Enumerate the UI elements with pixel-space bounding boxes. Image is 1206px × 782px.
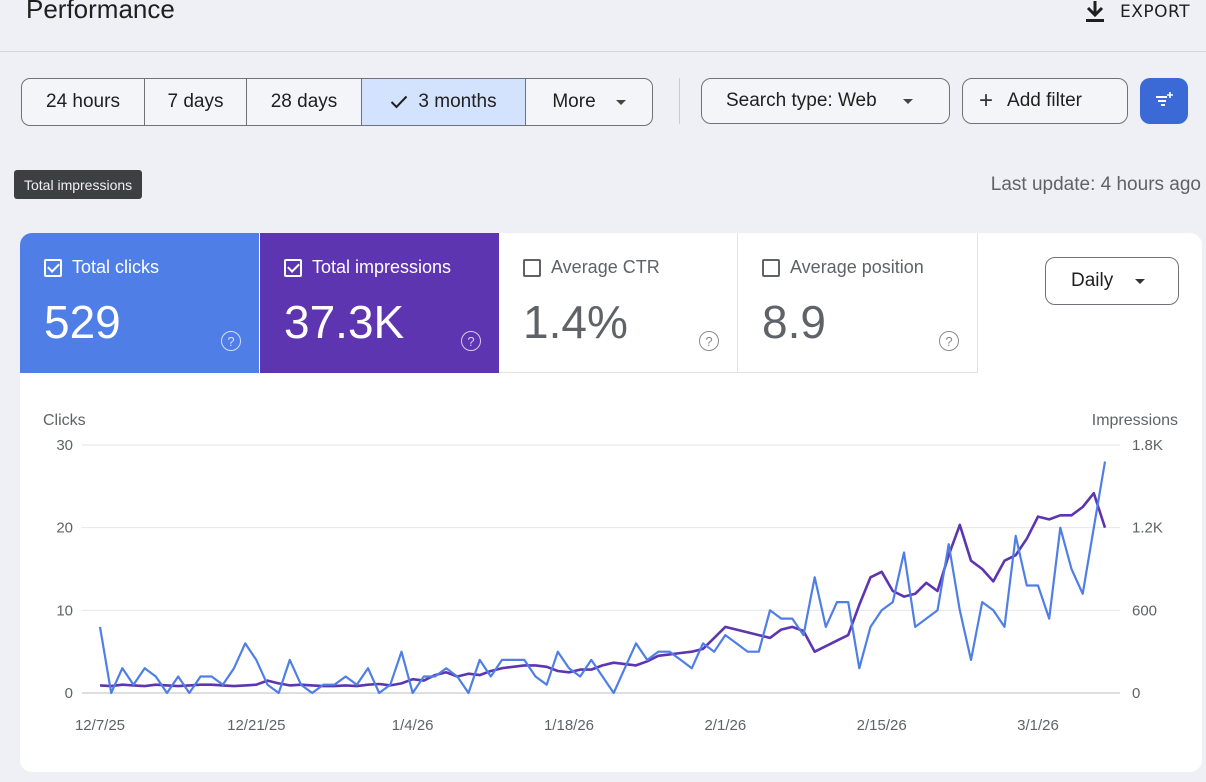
range-more-dropdown[interactable]: More <box>526 79 652 125</box>
metric-value: 8.9 <box>762 296 826 348</box>
granularity-dropdown[interactable]: Daily <box>1045 257 1179 305</box>
y-axis-title: Clicks <box>43 412 86 429</box>
search-type-dropdown[interactable]: Search type: Web <box>701 78 950 124</box>
date-range-selector: 24 hours 7 days 28 days 3 months More <box>21 78 653 126</box>
y-tick-label: 20 <box>56 520 73 537</box>
series-line-clicks <box>98 461 1107 695</box>
checkmark-icon <box>391 95 408 109</box>
x-tick-label: 12/21/25 <box>227 717 285 734</box>
page-title: Performance <box>26 0 175 24</box>
y-tick-label: 30 <box>56 437 73 454</box>
range-label: 24 hours <box>46 91 120 112</box>
metric-label: Total clicks <box>72 257 160 277</box>
checkbox-checked-icon[interactable] <box>284 258 302 277</box>
metric-value: 529 <box>44 296 121 348</box>
metric-average-ctr[interactable]: Average CTR 1.4% ? <box>499 233 738 373</box>
x-tick-label: 12/7/25 <box>75 717 125 734</box>
checkbox-unchecked-icon[interactable] <box>762 258 780 277</box>
help-icon[interactable]: ? <box>461 331 481 351</box>
granularity-label: Daily <box>1071 270 1114 291</box>
y2-tick-label: 1.2K <box>1132 520 1163 537</box>
performance-card: Total clicks 529 ? Total impressions 37.… <box>20 233 1202 772</box>
x-axis-ticks: 12/7/25 12/21/25 1/4/26 1/18/26 2/1/26 2/15/2… <box>75 717 1059 734</box>
metric-value: 37.3K <box>284 296 405 348</box>
y2-axis-ticks: 0 600 1.2K 1.8K <box>1132 437 1163 702</box>
y2-tick-label: 0 <box>1132 685 1140 702</box>
search-type-label: Search type: Web <box>726 90 877 111</box>
metric-total-clicks[interactable]: Total clicks 529 ? <box>20 233 259 373</box>
range-label: 3 months <box>418 91 497 112</box>
filter-settings-button[interactable] <box>1140 78 1188 124</box>
metric-label: Average position <box>790 257 924 277</box>
chevron-down-icon <box>615 99 626 105</box>
x-tick-label: 3/1/26 <box>1017 717 1059 734</box>
export-label: EXPORT <box>1120 2 1190 22</box>
metric-total-impressions[interactable]: Total impressions 37.3K ? <box>260 233 499 373</box>
range-label: More <box>552 91 596 112</box>
x-tick-label: 2/15/26 <box>857 717 907 734</box>
range-label: 28 days <box>270 91 338 112</box>
y-axis-ticks: 0 10 20 30 <box>56 437 73 702</box>
range-3-months[interactable]: 3 months <box>362 79 526 125</box>
range-28-days[interactable]: 28 days <box>247 79 362 125</box>
metric-average-position[interactable]: Average position 8.9 ? <box>738 233 978 373</box>
help-icon[interactable]: ? <box>939 331 959 351</box>
export-button[interactable]: EXPORT <box>1084 0 1190 24</box>
filter-settings-icon <box>1156 92 1173 106</box>
x-tick-label: 1/18/26 <box>544 717 594 734</box>
checkbox-unchecked-icon[interactable] <box>523 258 541 277</box>
add-filter-button[interactable]: + Add filter <box>962 78 1128 124</box>
help-icon[interactable]: ? <box>699 331 719 351</box>
plus-icon: + <box>979 87 994 114</box>
x-tick-label: 2/1/26 <box>704 717 746 734</box>
download-icon <box>1086 1 1105 22</box>
metric-value: 1.4% <box>523 296 628 348</box>
y2-tick-label: 600 <box>1132 602 1157 619</box>
series-line-impressions <box>99 491 1107 688</box>
gridlines <box>82 444 1120 694</box>
checkbox-checked-icon[interactable] <box>44 258 62 277</box>
series-lines <box>98 461 1107 695</box>
chevron-down-icon <box>902 98 913 104</box>
help-icon[interactable]: ? <box>221 331 241 351</box>
y-tick-label: 10 <box>56 602 73 619</box>
page-header: Performance EXPORT <box>0 0 1206 52</box>
y-tick-label: 0 <box>65 685 73 702</box>
metric-label: Average CTR <box>551 257 660 277</box>
tooltip: Total impressions <box>14 170 143 199</box>
chevron-down-icon <box>1135 278 1146 284</box>
metric-label: Total impressions <box>312 257 452 277</box>
y2-tick-label: 1.8K <box>1132 437 1163 454</box>
last-update-text: Last update: 4 hours ago <box>990 174 1201 195</box>
range-label: 7 days <box>167 91 224 112</box>
range-24-hours[interactable]: 24 hours <box>22 79 145 125</box>
add-filter-label: Add filter <box>1007 90 1082 111</box>
x-tick-label: 1/4/26 <box>392 717 434 734</box>
toolbar-divider <box>679 78 680 124</box>
range-7-days[interactable]: 7 days <box>145 79 247 125</box>
y2-axis-title: Impressions <box>1092 412 1178 429</box>
